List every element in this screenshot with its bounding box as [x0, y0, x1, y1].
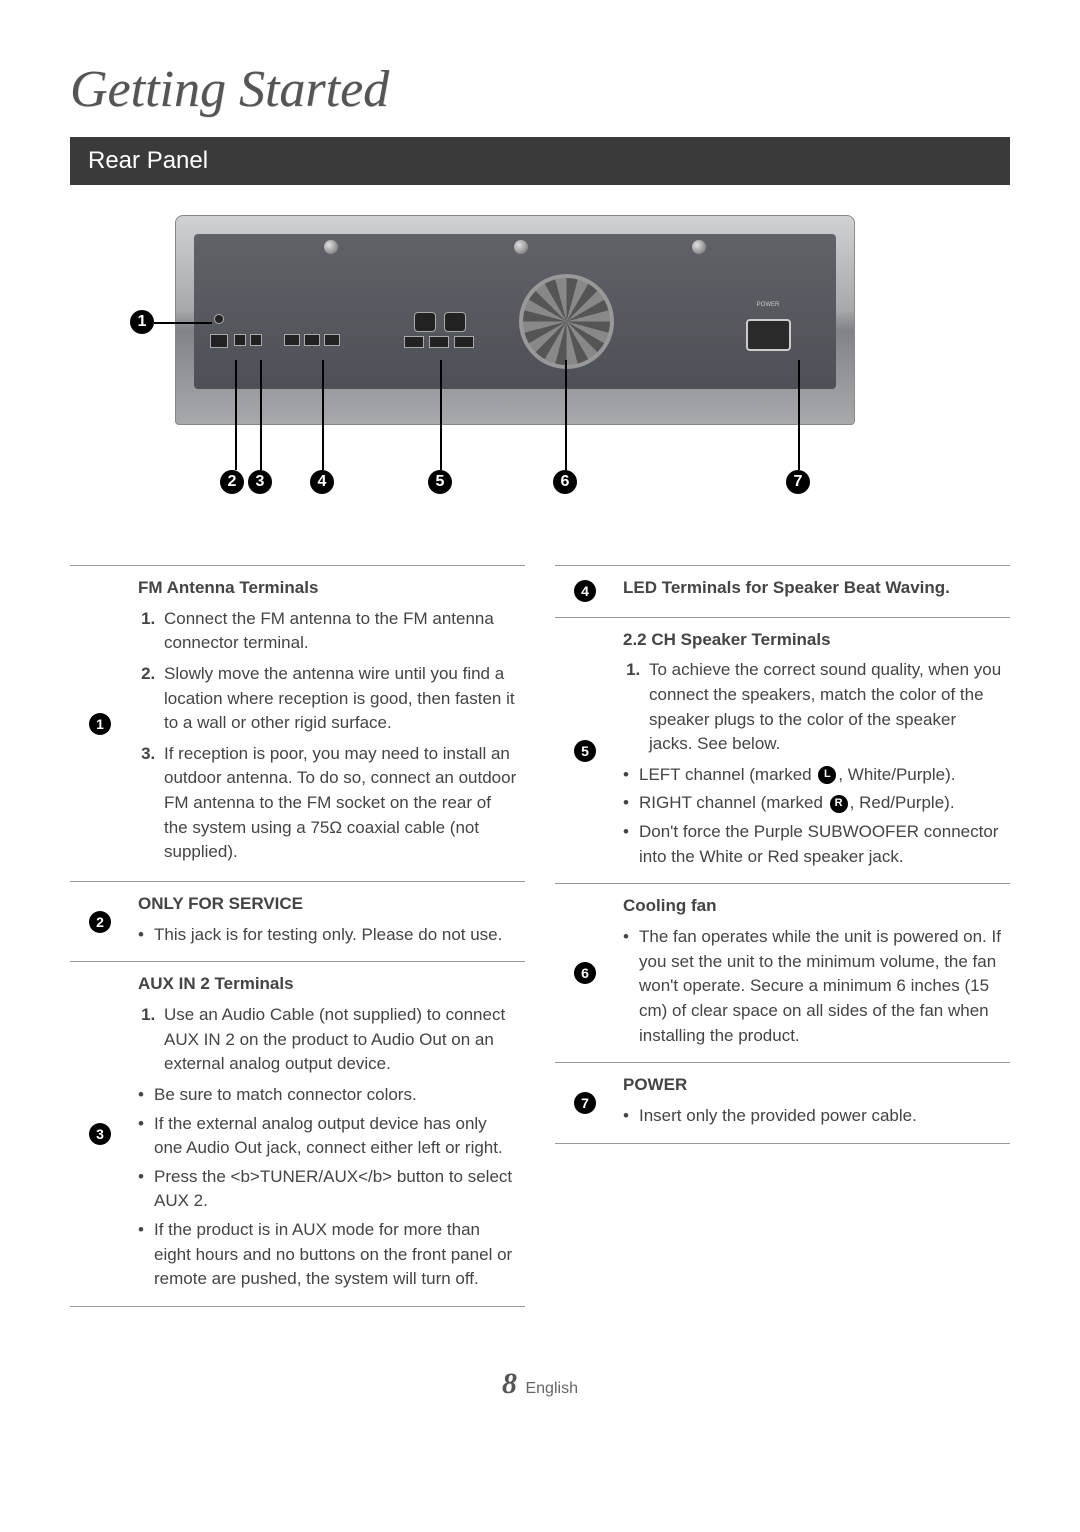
table-row: 3 AUX IN 2 Terminals Use an Audio Cable (n…: [70, 961, 525, 1307]
row-heading: FM Antenna Terminals: [138, 576, 517, 601]
row-heading: 2.2 CH Speaker Terminals: [623, 628, 1002, 653]
row-content: Cooling fan The fan operates while the un…: [615, 884, 1010, 1062]
row-number: 3: [89, 1123, 111, 1145]
row-number: 1: [89, 713, 111, 735]
row-content: LED Terminals for Speaker Beat Waving.: [615, 566, 1010, 617]
list-item: If the external analog output device has…: [138, 1112, 517, 1161]
list-item: The fan operates while the unit is power…: [623, 925, 1002, 1048]
list-item: Be sure to match connector colors.: [138, 1083, 517, 1108]
row-number: 5: [574, 740, 596, 762]
row-number: 4: [574, 580, 596, 602]
list-item: If the product is in AUX mode for more t…: [138, 1218, 517, 1292]
callout-1: 1: [130, 310, 154, 334]
page-number: 8: [502, 1367, 517, 1400]
row-number: 6: [574, 962, 596, 984]
table-row: 6 Cooling fan The fan operates while the u…: [555, 883, 1010, 1062]
row-heading: AUX IN 2 Terminals: [138, 972, 517, 997]
panel-inner: POWER: [194, 234, 836, 389]
list-item: LEFT channel (marked L, White/Purple).: [623, 763, 1002, 788]
list-item: Press the <b>TUNER/AUX</b> button to sel…: [138, 1165, 517, 1214]
list-item: Use an Audio Cable (not supplied) to con…: [160, 1003, 517, 1077]
left-column: 1 FM Antenna Terminals Connect the FM ante…: [70, 565, 525, 1307]
row-content: POWER Insert only the provided power cabl…: [615, 1063, 1010, 1142]
callout-6: 6: [553, 470, 577, 494]
row-number: 7: [574, 1092, 596, 1114]
list-item: Connect the FM antenna to the FM antenna…: [160, 607, 517, 656]
page-title: Getting Started: [70, 60, 1010, 119]
list-item: To achieve the correct sound quality, wh…: [645, 658, 1002, 757]
table-row: 4 LED Terminals for Speaker Beat Waving.: [555, 565, 1010, 617]
callout-3: 3: [248, 470, 272, 494]
row-heading: LED Terminals for Speaker Beat Waving.: [623, 576, 1002, 601]
callout-4: 4: [310, 470, 334, 494]
table-row: 7 POWER Insert only the provided power cab…: [555, 1062, 1010, 1143]
rear-panel-diagram: POWER 1 2: [70, 215, 1010, 545]
cooling-fan-icon: [519, 274, 614, 369]
list-item: If reception is poor, you may need to in…: [160, 742, 517, 865]
table-row: 2 ONLY FOR SERVICE This jack is for testin…: [70, 881, 525, 961]
row-number: 2: [89, 911, 111, 933]
row-heading: POWER: [623, 1073, 1002, 1098]
list-item: Don't force the Purple SUBWOOFER connect…: [623, 820, 1002, 869]
row-heading: ONLY FOR SERVICE: [138, 892, 517, 917]
callout-5: 5: [428, 470, 452, 494]
row-content: FM Antenna Terminals Connect the FM anten…: [130, 566, 525, 881]
table-row: 1 FM Antenna Terminals Connect the FM ante…: [70, 565, 525, 881]
device-rear-panel: POWER: [175, 215, 855, 425]
power-socket: [746, 319, 791, 351]
page-language: English: [525, 1380, 577, 1397]
list-item: This jack is for testing only. Please do…: [138, 923, 517, 948]
table-row: 5 2.2 CH Speaker Terminals To achieve the …: [555, 617, 1010, 884]
row-content: AUX IN 2 Terminals Use an Audio Cable (no…: [130, 962, 525, 1306]
list-item: Slowly move the antenna wire until you f…: [160, 662, 517, 736]
list-item: RIGHT channel (marked R, Red/Purple).: [623, 791, 1002, 816]
page-footer: 8 English: [70, 1367, 1010, 1401]
row-heading: Cooling fan: [623, 894, 1002, 919]
callout-2: 2: [220, 470, 244, 494]
power-label: POWER: [743, 302, 793, 308]
row-content: ONLY FOR SERVICE This jack is for testing…: [130, 882, 525, 961]
right-column: 4 LED Terminals for Speaker Beat Waving. 5…: [555, 565, 1010, 1307]
section-heading: Rear Panel: [70, 137, 1010, 185]
callout-7: 7: [786, 470, 810, 494]
row-content: 2.2 CH Speaker Terminals To achieve the c…: [615, 618, 1010, 884]
list-item: Insert only the provided power cable.: [623, 1104, 1002, 1129]
description-tables: 1 FM Antenna Terminals Connect the FM ante…: [70, 565, 1010, 1307]
